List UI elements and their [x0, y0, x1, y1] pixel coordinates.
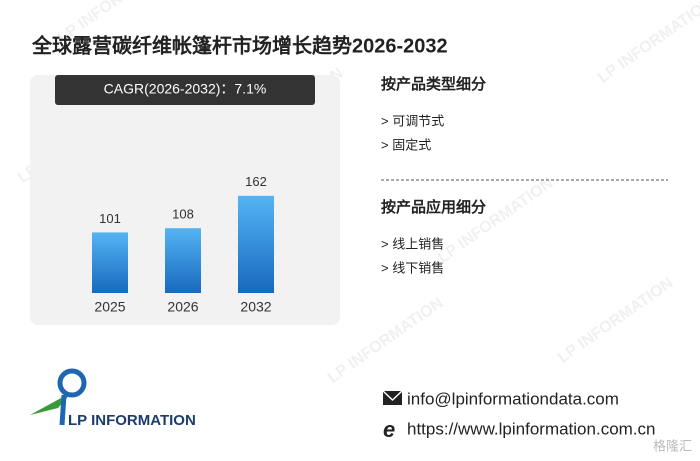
bar — [92, 232, 128, 293]
title: 全球露营碳纤维帐篷杆市场增长趋势2026-2032 — [31, 33, 448, 57]
value-label: 162 — [245, 174, 267, 189]
website: https://www.lpinformation.com.cn — [407, 419, 655, 438]
x-tick-label: 2025 — [94, 299, 125, 315]
bar — [238, 195, 274, 293]
value-label: 108 — [172, 207, 194, 222]
segment-item: > 固定式 — [381, 137, 431, 152]
x-tick-label: 2032 — [240, 299, 271, 315]
email-icon — [382, 390, 403, 405]
x-tick-label: 2026 — [167, 299, 198, 315]
cagr-box — [55, 75, 315, 105]
web-icon: e — [383, 417, 395, 442]
bar — [165, 228, 201, 293]
cagr-label: CAGR(2026-2032)：7.1% — [104, 81, 267, 97]
email: info@lpinformationdata.com — [407, 389, 619, 408]
segment-title: 按产品类型细分 — [381, 75, 486, 93]
segment-item: > 线上销售 — [381, 236, 444, 251]
logo-mark — [30, 368, 87, 426]
value-label: 101 — [99, 211, 121, 226]
segment-item: > 可调节式 — [381, 113, 444, 128]
segment-title: 按产品应用细分 — [381, 198, 486, 216]
bars: 101 2025 108 2026 162 2032 — [92, 174, 274, 315]
badge: 格隆汇 — [653, 438, 692, 453]
segment-item: > 线下销售 — [381, 260, 444, 275]
logo-text: LP INFORMATION — [68, 412, 196, 429]
